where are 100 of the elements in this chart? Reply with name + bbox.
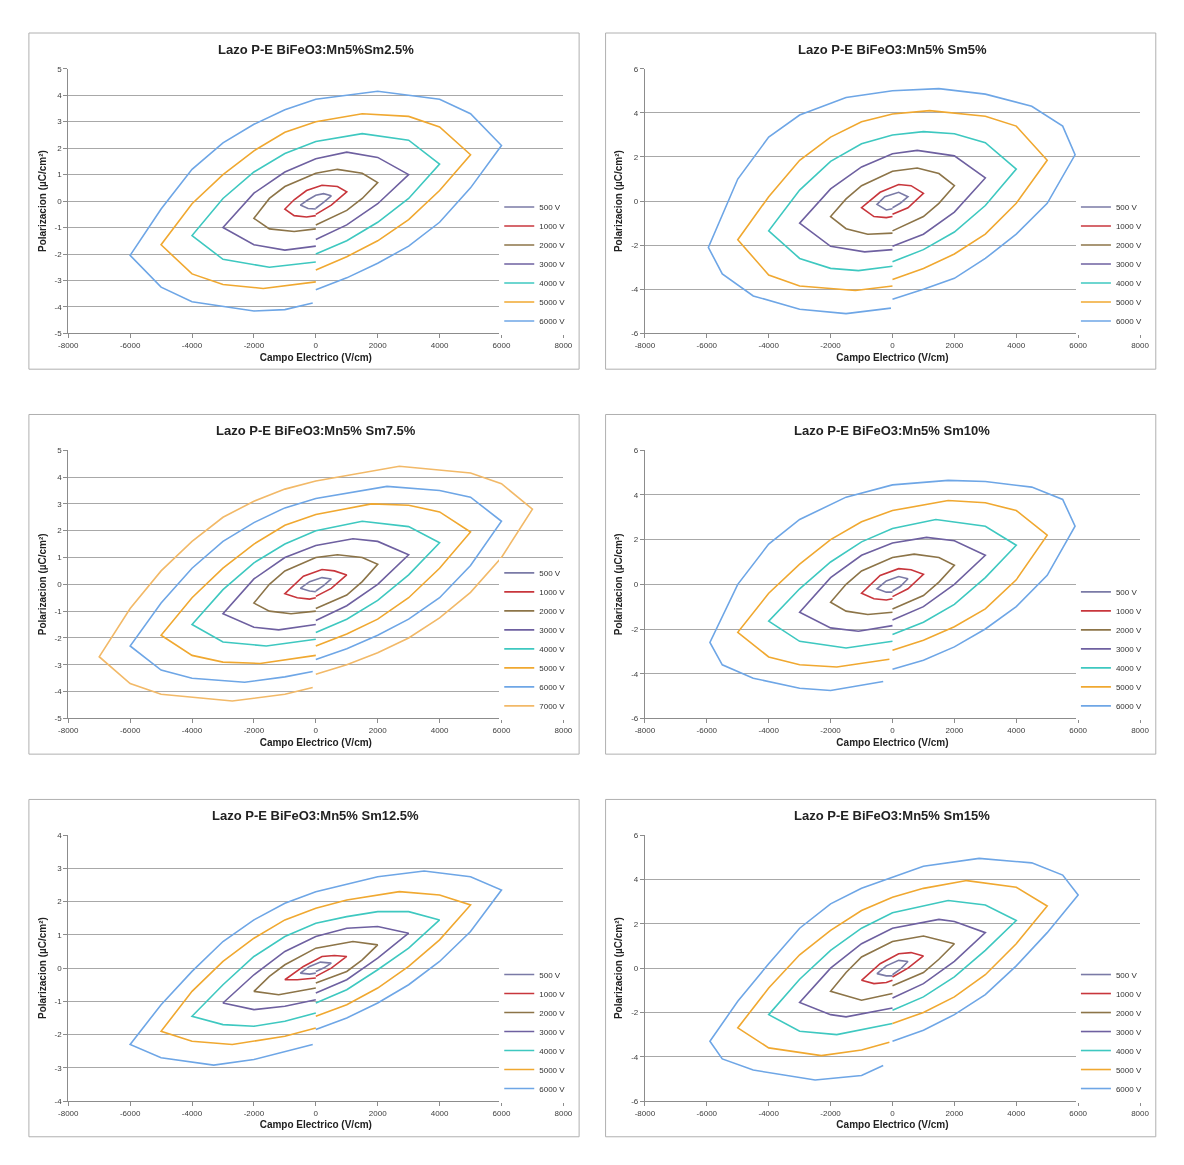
line-series (876, 191, 909, 211)
line-series (253, 168, 379, 233)
x-tick-label: 4000 (1007, 1108, 1026, 1118)
y-tick-label: 0 (57, 196, 63, 206)
x-tick-label: -6000 (119, 341, 141, 351)
legend-label: 1000 V (1115, 607, 1142, 617)
x-tick-label: -6000 (696, 341, 718, 351)
x-tick-label: 8000 (554, 726, 573, 736)
y-tick-label: -2 (631, 1008, 639, 1018)
line-series (284, 954, 348, 981)
x-tick-label: 6000 (492, 726, 511, 736)
line-series (736, 879, 1049, 1057)
line-series (191, 520, 441, 647)
y-axis-title: Polarizacion (µC/cm²) (613, 917, 625, 1020)
x-tick-label: 2000 (368, 1108, 388, 1118)
y-tick-label: -2 (54, 633, 63, 643)
x-tick-label: -2000 (243, 341, 265, 351)
x-axis-title: Campo Electrico (V/cm) (836, 736, 949, 748)
y-tick-label: 6 (633, 64, 639, 74)
y-tick-label: 2 (57, 897, 63, 907)
line-series (876, 959, 909, 977)
legend-label: 6000 V (1115, 1084, 1142, 1094)
x-axis-title: Campo Electrico (V/cm) (259, 736, 372, 748)
legend-label: 2000 V (539, 1008, 566, 1018)
legend-label: 6000 V (1115, 702, 1142, 712)
x-tick-label: -6000 (696, 1108, 718, 1118)
x-tick-label: -2000 (820, 726, 842, 736)
legend-label: 4000 V (1115, 279, 1142, 289)
legend-label: 1000 V (1115, 222, 1142, 232)
line-series (160, 503, 472, 665)
line-series (191, 910, 441, 1028)
line-series (798, 149, 987, 253)
x-axis-title: Campo Electrico (V/cm) (259, 1119, 372, 1131)
y-tick-label: 3 (57, 499, 63, 509)
x-tick-label: 6000 (1069, 726, 1088, 736)
y-tick-label: -5 (54, 329, 63, 339)
x-tick-label: 6000 (492, 1108, 511, 1118)
x-tick-label: 8000 (1131, 1108, 1150, 1118)
y-tick-label: 4 (633, 490, 639, 500)
legend-label: 5000 V (539, 1065, 566, 1075)
chart-title: Lazo P-E BiFeO3:Mn5% Sm10% (794, 423, 991, 438)
line-series (222, 925, 410, 1011)
line-series (160, 112, 472, 290)
y-tick-label: -2 (54, 249, 63, 259)
line-series (191, 132, 441, 269)
line-series (253, 940, 379, 996)
legend-label: 500 V (1115, 203, 1138, 213)
y-tick-label: -4 (631, 1052, 639, 1062)
legend-label: 6000 V (539, 1084, 566, 1094)
line-series (98, 465, 534, 702)
x-tick-label: -8000 (634, 726, 656, 736)
line-series (707, 87, 1076, 315)
legend-label: 2000 V (1115, 1008, 1142, 1018)
legend-label: 3000 V (1115, 645, 1142, 655)
y-tick-label: -4 (631, 285, 639, 295)
y-tick-label: 4 (633, 108, 639, 118)
line-series (709, 479, 1076, 692)
line-series (222, 151, 410, 251)
legend-label: 5000 V (539, 298, 566, 308)
x-tick-label: -4000 (181, 726, 203, 736)
x-tick-label: 0 (313, 1108, 319, 1118)
line-series (284, 184, 348, 218)
y-tick-label: 0 (633, 580, 639, 590)
x-tick-label: 2000 (945, 726, 964, 736)
y-tick-label: 4 (57, 91, 63, 101)
line-series (299, 961, 333, 975)
legend-label: 3000 V (1115, 1027, 1142, 1037)
y-axis-title: Polarizacion (µC/cm²) (36, 150, 48, 253)
legend-label: 4000 V (1115, 1046, 1142, 1056)
legend-label: 4000 V (539, 645, 566, 655)
line-series (860, 951, 925, 985)
y-tick-label: 6 (633, 446, 639, 456)
x-tick-label: -2000 (243, 726, 265, 736)
chart-title: Lazo P-E BiFeO3:Mn5% Sm12.5% (212, 808, 420, 823)
x-tick-label: -4000 (181, 1108, 203, 1118)
y-tick-label: 2 (633, 919, 639, 929)
x-tick-label: -8000 (58, 1108, 80, 1118)
x-tick-label: 2000 (368, 341, 388, 351)
x-tick-label: -2000 (820, 1108, 842, 1118)
y-tick-label: -2 (631, 624, 639, 634)
legend-label: 6000 V (539, 683, 566, 693)
y-tick-label: 4 (57, 830, 63, 840)
line-series (767, 899, 1018, 1036)
x-tick-label: 8000 (554, 341, 573, 351)
legend-label: 2000 V (1115, 241, 1142, 251)
x-tick-label: 4000 (1007, 341, 1026, 351)
line-series (709, 857, 1079, 1081)
y-tick-label: 6 (633, 830, 639, 840)
y-tick-label: -2 (54, 1030, 63, 1040)
chart-title: Lazo P-E BiFeO3:Mn5% Sm15% (794, 808, 991, 823)
y-tick-label: -4 (631, 669, 639, 679)
line-series (767, 518, 1018, 649)
y-tick-label: -2 (631, 241, 639, 251)
line-series (222, 537, 410, 631)
x-tick-label: 0 (890, 341, 896, 351)
y-axis-title: Polarizacion (µC/cm²) (36, 917, 48, 1020)
x-tick-label: 2000 (368, 726, 388, 736)
line-series (798, 918, 987, 1018)
x-axis-title: Campo Electrico (V/cm) (836, 351, 949, 363)
x-tick-label: 4000 (430, 726, 450, 736)
